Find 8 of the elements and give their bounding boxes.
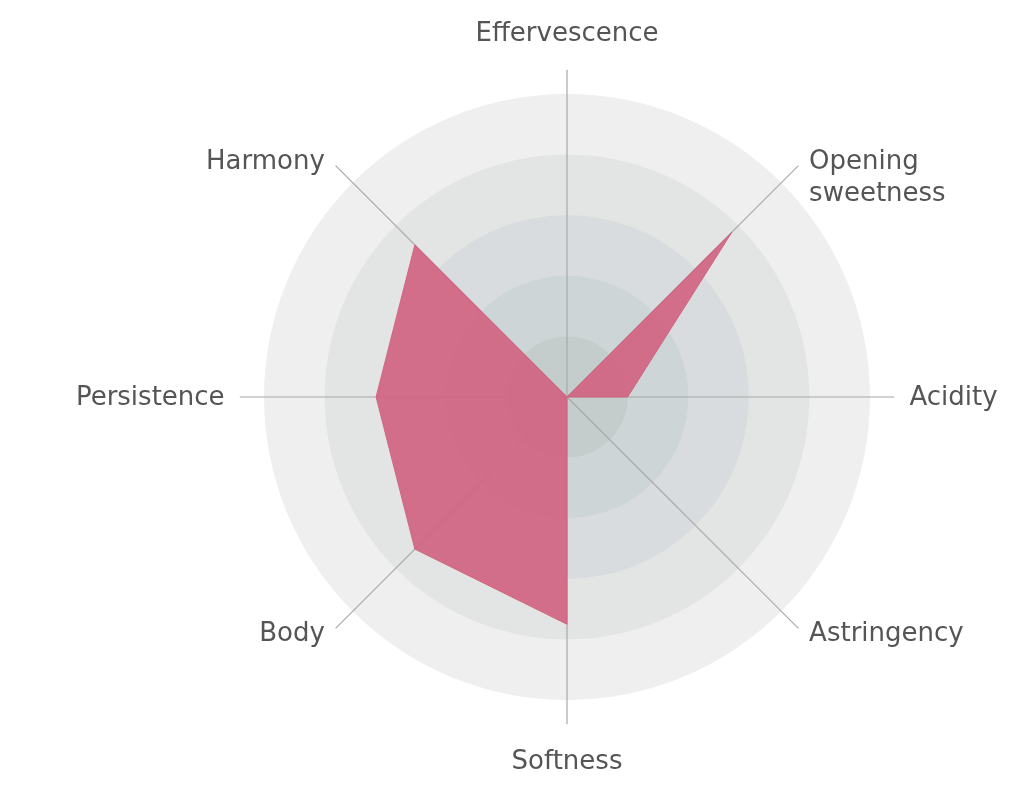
spoke-label: Astringency <box>809 616 964 647</box>
spoke-label: Opening sweetness <box>809 145 946 208</box>
spoke-label: Softness <box>511 744 623 775</box>
spoke-label: Acidity <box>909 381 998 411</box>
spoke-label: Effervescence <box>475 17 659 48</box>
spoke-label: Harmony <box>206 145 325 176</box>
spoke-label: Body <box>259 616 325 647</box>
spoke-label: Persistence <box>75 381 225 411</box>
